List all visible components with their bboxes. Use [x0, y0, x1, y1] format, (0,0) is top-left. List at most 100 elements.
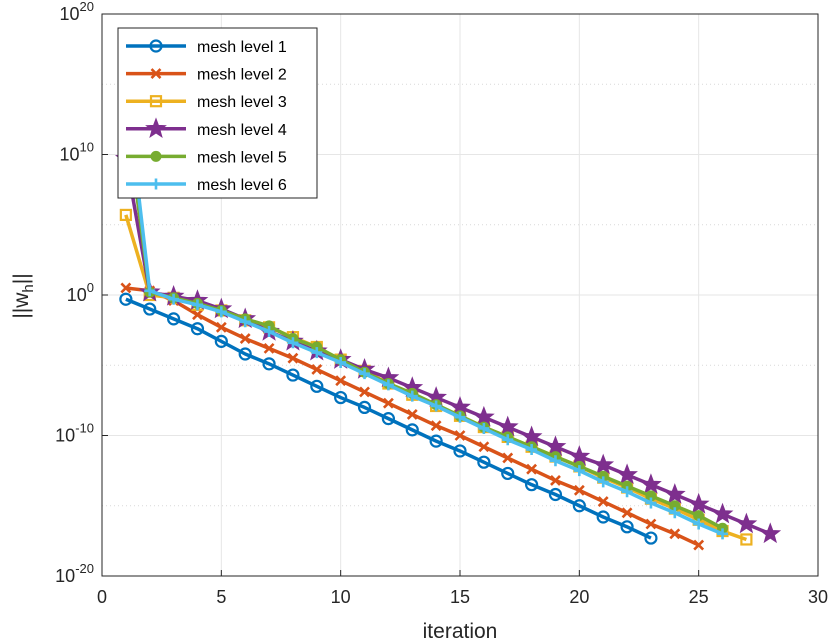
x-axis-label: iteration — [423, 620, 498, 642]
data-point — [357, 400, 372, 414]
data-point — [262, 357, 276, 371]
legend-item: mesh level 1 — [126, 39, 287, 56]
data-point — [192, 309, 203, 321]
data-point — [549, 455, 561, 467]
legend-label: mesh level 5 — [197, 149, 287, 166]
legend-item: mesh level 2 — [126, 67, 287, 84]
data-point — [430, 400, 442, 412]
data-point — [406, 409, 418, 420]
data-point — [596, 510, 610, 524]
data-point — [381, 412, 395, 426]
data-point — [311, 364, 323, 375]
data-point — [669, 507, 681, 519]
legend-label: mesh level 1 — [197, 39, 287, 56]
data-point — [311, 347, 323, 359]
data-point — [573, 484, 585, 496]
y-tick-label: 1010 — [60, 140, 95, 165]
legend-label: mesh level 6 — [197, 177, 287, 194]
y-tick-label: 1020 — [60, 0, 95, 24]
data-point — [287, 352, 299, 364]
legend-marker — [145, 117, 167, 139]
data-point — [693, 539, 705, 551]
data-point — [238, 347, 252, 361]
data-point — [167, 312, 181, 326]
data-point — [287, 337, 299, 349]
data-point — [548, 487, 563, 502]
data-point — [119, 208, 132, 222]
data-point — [454, 411, 466, 423]
legend-label: mesh level 4 — [197, 122, 287, 139]
x-tick-label: 25 — [689, 587, 709, 607]
data-point — [453, 444, 467, 458]
data-point — [239, 316, 251, 328]
data-point — [335, 356, 347, 368]
data-point — [477, 455, 491, 469]
legend-marker — [150, 150, 162, 162]
data-point — [406, 390, 418, 402]
legend-item: mesh level 5 — [126, 149, 287, 166]
data-point — [621, 507, 633, 519]
legend-label: mesh level 3 — [197, 94, 287, 111]
data-point — [454, 430, 466, 441]
data-point — [645, 497, 657, 509]
data-point — [616, 463, 638, 485]
series-2 — [120, 282, 705, 551]
data-point — [644, 531, 658, 545]
data-point — [496, 415, 519, 437]
series-line — [124, 84, 724, 536]
data-point — [310, 379, 324, 393]
x-tick-label: 5 — [216, 587, 226, 607]
series-1 — [119, 292, 658, 545]
data-point — [120, 282, 132, 294]
data-point — [621, 486, 633, 498]
data-point — [382, 379, 394, 391]
legend-box — [117, 27, 318, 199]
data-point — [544, 435, 567, 456]
data-point — [669, 528, 681, 540]
data-point — [263, 342, 275, 354]
data-point — [597, 476, 609, 488]
data-point — [473, 405, 495, 427]
x-tick-label: 15 — [450, 587, 470, 607]
data-point — [735, 512, 758, 534]
data-point — [359, 386, 370, 398]
series-6 — [120, 78, 729, 540]
data-point — [620, 520, 634, 534]
legend-item: mesh level 4 — [126, 117, 287, 139]
legend-label: mesh level 2 — [197, 67, 287, 84]
series-line — [125, 297, 652, 540]
data-point — [215, 306, 227, 318]
data-point — [524, 478, 539, 492]
data-point — [429, 434, 443, 448]
data-point — [526, 463, 538, 475]
x-tick-label: 30 — [808, 587, 828, 607]
data-point — [645, 518, 657, 530]
legend-item: mesh level 3 — [126, 94, 287, 111]
data-point — [687, 492, 710, 514]
x-tick-label: 10 — [331, 587, 351, 607]
data-point — [568, 445, 591, 466]
data-point — [144, 285, 156, 297]
x-tick-label: 20 — [569, 587, 589, 607]
data-point — [191, 299, 203, 311]
data-point — [717, 528, 729, 540]
data-point — [478, 441, 490, 453]
data-point — [502, 452, 514, 464]
y-tick-label: 10-20 — [55, 561, 94, 586]
legend-marker — [150, 68, 162, 80]
data-point — [740, 533, 753, 546]
data-point — [526, 444, 538, 456]
data-point — [405, 423, 419, 437]
legend-marker — [150, 178, 162, 190]
data-point — [573, 465, 585, 477]
data-point — [711, 502, 734, 524]
x-tick-label: 0 — [97, 587, 107, 607]
data-point — [143, 302, 157, 316]
data-point — [335, 375, 347, 387]
y-axis-label: ||wh|| — [10, 273, 37, 318]
data-point — [239, 333, 251, 344]
legend-item: mesh level 6 — [126, 177, 287, 194]
data-point — [693, 518, 705, 530]
data-point — [597, 496, 609, 507]
